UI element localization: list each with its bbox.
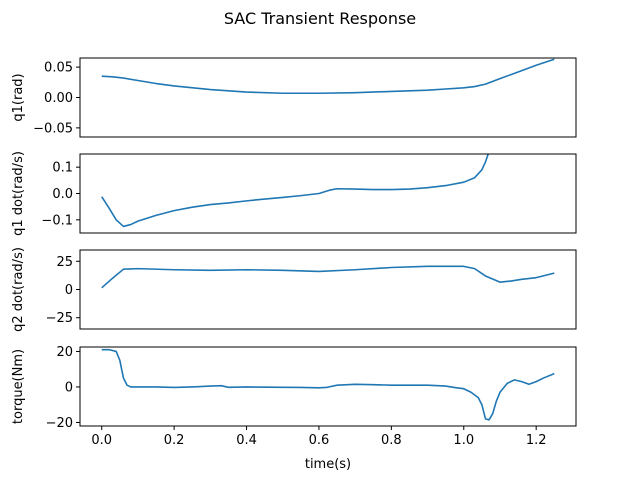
y-tick-label: 0.1 (52, 161, 73, 176)
plot-frame (79, 249, 577, 330)
subplot-3: 25 0 −25 q2 dot(rad/s) (11, 247, 577, 332)
x-tick-label: 1.2 (526, 433, 547, 448)
x-tick-label: 0.2 (164, 433, 185, 448)
y-tick-label: 0 (65, 380, 73, 395)
x-tick-label: 0.4 (236, 433, 257, 448)
x-tick-label: 0.8 (381, 433, 402, 448)
y-tick-label: 25 (56, 255, 73, 270)
y-tick-label: 0.00 (44, 91, 73, 106)
series-line (101, 348, 555, 421)
y-tick-label: 0 (65, 283, 73, 298)
x-tick-label: 1.0 (453, 433, 474, 448)
y-axis-label: q2 dot(rad/s) (11, 247, 26, 332)
subplot-1: 0.05 0.00 −0.05 q1(rad) (11, 57, 577, 138)
series-line (101, 265, 555, 289)
series-line (101, 58, 555, 95)
y-tick-label: 0.05 (44, 61, 73, 76)
y-tick-label: −20 (46, 416, 73, 431)
plot-frame (79, 57, 577, 138)
subplot-4: 20 0 −20 torque(Nm) 0.0 0.2 0.4 0.6 0.8 1.0 1.2 (11, 345, 577, 448)
y-tick-label: −0.1 (41, 213, 73, 228)
plot-frame (79, 153, 577, 234)
y-tick-label: 0.0 (52, 187, 73, 202)
series-line (101, 154, 490, 228)
subplot-2: 0.1 0.0 −0.1 q1 dot(rad/s) (11, 151, 577, 236)
y-axis-label: q1(rad) (11, 73, 26, 121)
y-tick-label: −25 (46, 311, 73, 326)
chart-title: SAC Transient Response (224, 9, 416, 28)
y-axis-label: torque(Nm) (11, 349, 26, 424)
x-axis-label: time(s) (305, 457, 351, 472)
y-tick-label: −0.05 (33, 121, 73, 136)
x-tick-label: 0.0 (91, 433, 112, 448)
y-tick-label: 20 (56, 345, 73, 360)
y-axis-label: q1 dot(rad/s) (11, 151, 26, 236)
x-tick-label: 0.6 (309, 433, 330, 448)
